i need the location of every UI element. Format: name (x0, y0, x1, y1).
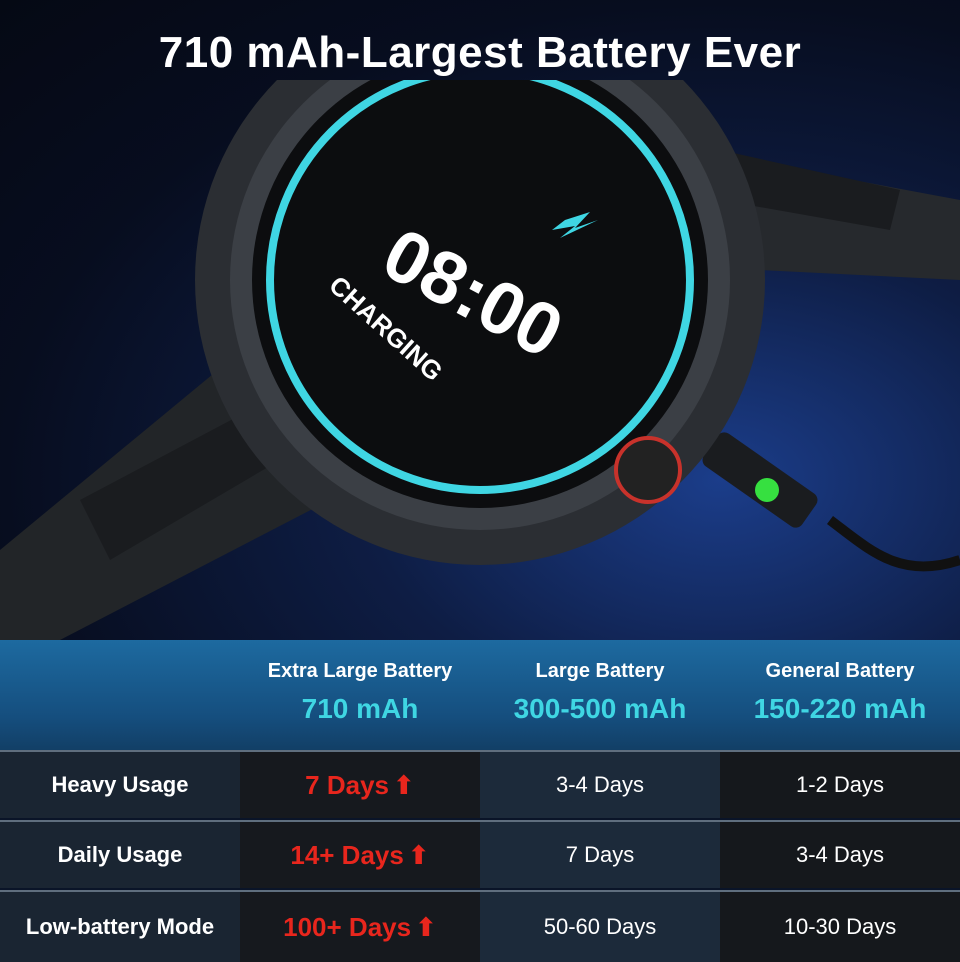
table-row: Daily Usage 14+ Days ⬆ 7 Days 3-4 Days (0, 820, 960, 888)
table-header: Extra Large Battery 710 mAh Large Batter… (0, 640, 960, 750)
column-capacity: 300-500 mAh (513, 693, 687, 724)
table-row: Heavy Usage 7 Days ⬆ 3-4 Days 1-2 Days (0, 750, 960, 818)
watch-body (195, 80, 765, 565)
cell-value: 3-4 Days (480, 752, 720, 818)
up-arrow-icon: ⬆ (393, 769, 415, 800)
highlight-cell: 14+ Days ⬆ (240, 822, 480, 888)
headline: 710 mAh-Largest Battery Ever (158, 28, 802, 77)
column-name: Extra Large Battery (267, 660, 453, 682)
up-arrow-icon: ⬆ (407, 839, 430, 870)
cell-value: 7 Days (305, 769, 390, 800)
column-capacity: 710 mAh (301, 693, 419, 724)
row-label: Low-battery Mode (0, 892, 240, 962)
lightning-icon (552, 212, 598, 238)
highlight-cell: 100+ Days ⬆ (240, 892, 480, 962)
row-label: Daily Usage (0, 822, 240, 888)
cell-value: 10-30 Days (720, 892, 960, 962)
charger (702, 432, 818, 528)
column-header: General Battery 150-220 mAh (720, 640, 960, 750)
row-label: Heavy Usage (0, 752, 240, 818)
up-arrow-icon: ⬆ (415, 911, 437, 942)
cell-value: 50-60 Days (480, 892, 720, 962)
column-name: General Battery (765, 660, 915, 682)
battery-comparison-table: Extra Large Battery 710 mAh Large Batter… (0, 640, 960, 962)
cell-value: 1-2 Days (720, 752, 960, 818)
product-hero: 08:00 CHARGING 710 mAh-Largest Battery E… (0, 0, 960, 640)
column-header: Extra Large Battery 710 mAh (240, 640, 480, 750)
charging-led (755, 478, 779, 502)
cell-value: 7 Days (480, 822, 720, 888)
column-header: Large Battery 300-500 mAh (480, 640, 720, 750)
cell-value: 14+ Days (290, 839, 404, 870)
column-name: Large Battery (535, 660, 665, 682)
table-row: Low-battery Mode 100+ Days ⬆ 50-60 Days 1… (0, 890, 960, 962)
column-capacity: 150-220 mAh (753, 693, 927, 724)
highlight-cell: 7 Days ⬆ (240, 752, 480, 818)
cell-value: 3-4 Days (720, 822, 960, 888)
charge-ring (266, 80, 694, 494)
smartwatch-image: 08:00 CHARGING (0, 80, 960, 640)
cell-value: 100+ Days (283, 911, 412, 942)
crown-button (614, 436, 682, 504)
